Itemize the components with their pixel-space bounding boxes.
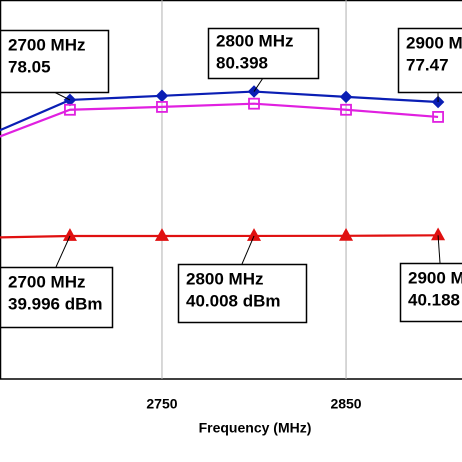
annotation-text: 77.47	[406, 55, 449, 74]
annotation-text: 2700 MHz	[8, 272, 85, 291]
marker	[156, 101, 168, 113]
annotation-box	[207, 27, 320, 80]
marker	[154, 228, 169, 241]
annotation-text: 2900 MHz	[408, 268, 462, 287]
x-axis-label: Frequency (MHz)	[199, 420, 312, 436]
annotation-text: 2800 MHz	[186, 269, 263, 288]
annotation-text: 2800 MHz	[216, 31, 293, 50]
annotation-text: 2700 MHz	[8, 35, 85, 54]
annotation-box	[399, 262, 462, 323]
marker	[155, 89, 169, 103]
marker	[339, 90, 353, 104]
annotation-text: 40.008 dBm	[186, 291, 281, 310]
annotation-box	[0, 266, 114, 329]
annotation-text: 78.05	[8, 57, 51, 76]
x-tick-label: 2750	[146, 396, 177, 412]
marker	[248, 97, 260, 110]
plot-area	[0, 85, 446, 241]
annotation-text: 2900 MHz	[406, 33, 462, 52]
marker	[339, 227, 354, 241]
plot-frame	[0, 0, 462, 380]
annotation-leader	[241, 235, 255, 265]
annotation-text: 80.398	[216, 53, 268, 72]
annotation-leader	[53, 91, 71, 101]
annotation-box	[0, 29, 110, 94]
annotation-leader	[437, 235, 441, 264]
annotation-text: 39.996 dBm	[8, 294, 103, 313]
annotation-box	[177, 263, 308, 324]
marker	[64, 103, 76, 116]
annotation-text: 40.188 dBm	[408, 290, 462, 309]
x-tick-label: 2850	[330, 396, 361, 412]
series-line	[0, 90, 439, 132]
marker	[246, 228, 262, 241]
annotation-leader	[253, 77, 264, 92]
series-line	[0, 102, 439, 138]
marker	[340, 103, 352, 116]
marker	[62, 228, 77, 241]
annotation-box	[397, 27, 462, 94]
series-line	[0, 234, 439, 239]
annotation-leader	[55, 235, 71, 268]
marker	[432, 111, 444, 123]
